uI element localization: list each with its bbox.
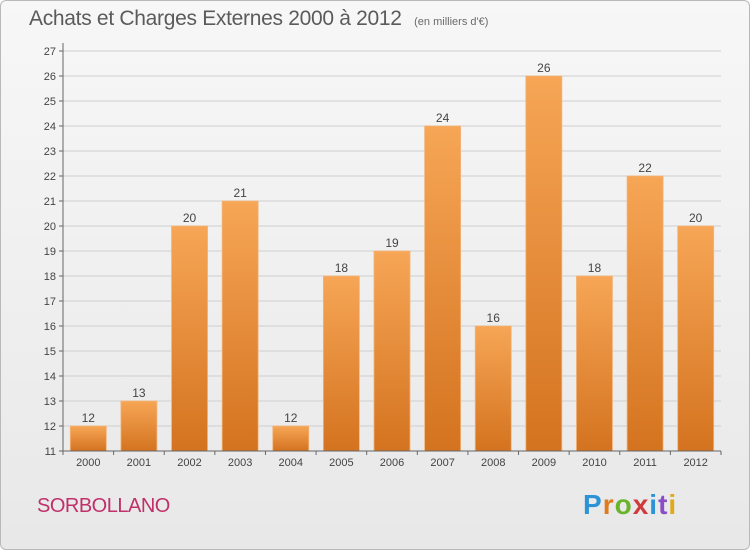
bar: [525, 75, 563, 452]
y-tick-label: 18: [44, 271, 56, 283]
bar: [120, 400, 158, 452]
bar-value-label: 18: [588, 261, 602, 275]
bar-value-label: 12: [284, 411, 298, 425]
x-tick-label: 2000: [76, 457, 100, 469]
bar: [272, 425, 310, 452]
logo-letter: i: [649, 489, 659, 520]
bar-value-label: 22: [638, 161, 652, 175]
x-tick-label: 2008: [481, 457, 505, 469]
title-row: Achats et Charges Externes 2000 à 2012 (…: [29, 7, 488, 31]
y-tick-label: 13: [44, 396, 56, 408]
bar: [171, 225, 208, 452]
logo-letter: x: [632, 489, 650, 520]
bar-value-label: 20: [689, 211, 703, 225]
x-tick-label: 2009: [532, 457, 556, 469]
chart-subtitle: (en milliers d'€): [414, 16, 489, 28]
bar-value-label: 21: [233, 186, 247, 200]
y-tick-label: 14: [44, 371, 56, 383]
chart-title: Achats et Charges Externes 2000 à 2012: [29, 7, 402, 30]
bar-value-label: 20: [183, 211, 197, 225]
bar: [474, 325, 512, 452]
y-tick-label: 27: [44, 46, 56, 58]
bar-value-label: 16: [487, 311, 501, 325]
x-tick-label: 2007: [430, 457, 454, 469]
y-tick-label: 25: [44, 96, 56, 108]
y-tick-label: 17: [44, 296, 56, 308]
x-tick-label: 2012: [683, 457, 707, 469]
x-tick-label: 2011: [633, 457, 657, 469]
logo-letter: t: [658, 489, 669, 520]
bars: 12 13 20 21 12 18 19 24 16 26 18 22 20: [69, 61, 715, 452]
y-tick-label: 16: [44, 321, 56, 333]
bar: [69, 425, 107, 452]
y-tick-label: 26: [44, 71, 56, 83]
logo-letter: i: [668, 489, 678, 520]
bar: [373, 250, 411, 452]
y-tick-label: 15: [44, 346, 56, 358]
x-tick-label: 2002: [177, 457, 201, 469]
x-tick-label: 2006: [380, 457, 404, 469]
logo-letter: r: [602, 489, 615, 520]
x-tick-label: 2001: [127, 457, 151, 469]
y-tick-label: 20: [44, 221, 56, 233]
x-tick-label: 2005: [329, 457, 353, 469]
y-tick-label: 24: [44, 121, 56, 133]
logo-letter: P: [583, 489, 603, 520]
logo-letter: o: [614, 489, 633, 520]
bar-value-label: 19: [385, 236, 399, 250]
proxiti-logo: Proxiti: [583, 489, 677, 521]
bar: [221, 200, 259, 452]
y-tick-label: 19: [44, 246, 56, 258]
axes: 11 12 13 14 15 16 17 18 19 20 21 22 23 24 25 26 27 2000 20…: [44, 43, 722, 469]
bar: [626, 175, 664, 452]
x-tick-label: 2004: [279, 457, 303, 469]
y-tick-label: 23: [44, 146, 56, 158]
bar-value-label: 13: [132, 386, 146, 400]
bar-value-label: 26: [537, 61, 551, 75]
bar: [576, 275, 613, 452]
x-tick-label: 2003: [228, 457, 252, 469]
x-tick-label: 2010: [582, 457, 606, 469]
bar-value-label: 12: [82, 411, 96, 425]
bar: [322, 275, 360, 452]
bar: [424, 125, 462, 452]
y-tick-label: 11: [45, 446, 56, 458]
bar-value-label: 24: [436, 111, 450, 125]
bar: [677, 225, 715, 452]
y-tick-label: 22: [44, 171, 56, 183]
bar-value-label: 18: [335, 261, 349, 275]
y-tick-label: 12: [44, 421, 56, 433]
y-tick-label: 21: [44, 196, 56, 208]
commune-name: SORBOLLANO: [37, 495, 170, 517]
